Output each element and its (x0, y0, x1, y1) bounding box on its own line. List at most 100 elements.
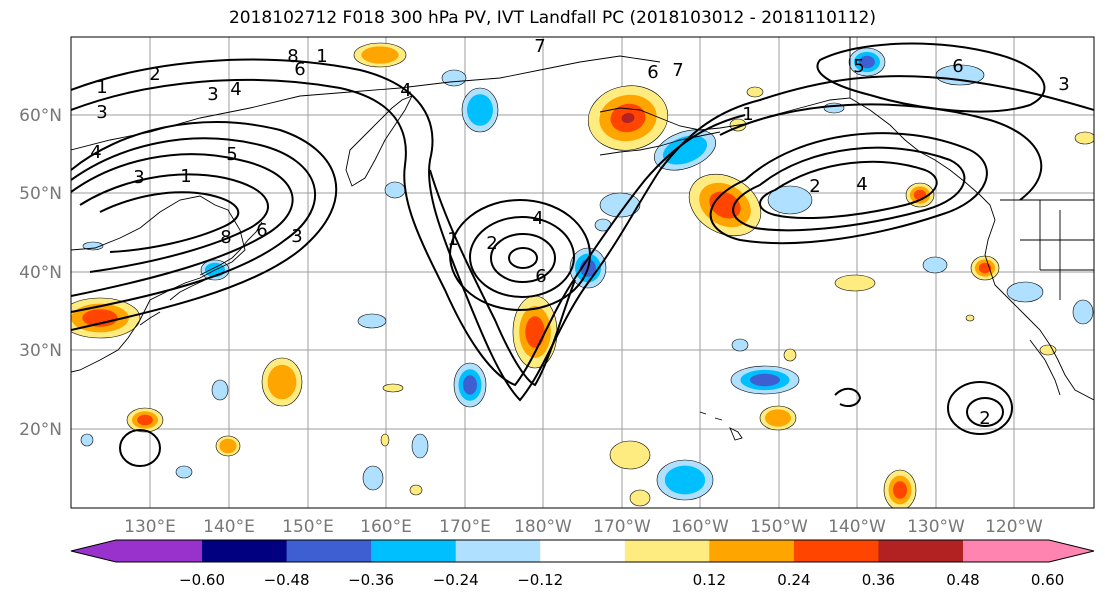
contour-label: 7 (672, 60, 683, 81)
longitude-label: 140°E (203, 517, 255, 537)
negative-anomaly-shade (859, 55, 875, 69)
contour-asia-2 (71, 137, 317, 313)
map-frame (70, 36, 1095, 509)
colorbar-tick-label: 0.36 (862, 571, 895, 589)
contour-label: 5 (853, 56, 864, 77)
contour-label: 5 (226, 144, 237, 165)
kamchatka (345, 95, 413, 187)
contour-asia-1 (71, 121, 338, 331)
us-borders (1000, 199, 1094, 300)
contour-label: 8 (220, 227, 231, 248)
latitude-label: 60°N (19, 106, 62, 126)
contour-cutoff-2 (469, 216, 575, 298)
colorbar-outline (70, 539, 1095, 563)
colorbar-tick-label: −0.36 (348, 571, 394, 589)
colorbar-tick-label: 0.12 (693, 571, 726, 589)
colorbar-segment (286, 540, 372, 562)
negative-anomaly-shade (662, 135, 708, 165)
contour-cutoff-4 (508, 247, 538, 269)
positive-anomaly-shade (380, 433, 390, 447)
pv-contours (71, 42, 1094, 467)
colorbar-extend-high (963, 540, 1094, 562)
contour-label: 4 (230, 79, 241, 100)
positive-anomaly-shade (1074, 131, 1094, 145)
negative-anomaly-shade (362, 465, 384, 491)
colorbar-segment (540, 540, 626, 562)
positive-anomaly-shade (137, 414, 153, 426)
asia-coast (71, 195, 246, 373)
contour-label: 1 (447, 229, 458, 250)
contour-label: 2 (486, 233, 497, 254)
contour-label: 6 (535, 266, 546, 287)
colorbar-segment (455, 540, 541, 562)
colorbar-segment (793, 540, 879, 562)
colorbar (70, 539, 1095, 563)
latitude-label: 20°N (19, 420, 62, 440)
colorbar-tick-label: −0.48 (264, 571, 310, 589)
positive-anomaly-shade (382, 383, 404, 393)
contour-label: 6 (294, 59, 305, 80)
contour-label: 6 (647, 62, 658, 83)
japan (139, 221, 263, 326)
positive-anomaly-shade (834, 274, 876, 292)
contour-label: 1 (742, 104, 753, 125)
positive-anomaly-shade (783, 348, 797, 362)
contour-asia-3 (71, 153, 294, 297)
mexico-baja (1029, 339, 1061, 396)
contour-label: 7 (534, 36, 545, 57)
colorbar-segment (624, 540, 710, 562)
negative-anomaly-shade (467, 94, 493, 126)
colorbar-tick-labels: −0.60 −0.48 −0.36 −0.24 −0.12 0.12 0.24 0.36 0.4… (179, 571, 1064, 589)
contour-north-1 (71, 58, 1094, 402)
contour-label: 1 (96, 77, 107, 98)
contour-asia-5 (99, 191, 240, 253)
negative-anomaly-shade (463, 375, 477, 395)
anomaly-shading (71, 42, 1094, 508)
contour-asia-4 (79, 173, 269, 273)
longitude-label: 140°W (828, 517, 886, 537)
positive-anomaly-shade (219, 438, 237, 454)
latitude-tick-labels: 60°N 50°N 40°N 30°N 20°N (19, 106, 62, 440)
negative-anomaly-shade (922, 256, 948, 274)
contour-label: 6 (256, 220, 267, 241)
longitude-label: 150°E (282, 517, 334, 537)
negative-anomaly-shade (80, 433, 94, 447)
negative-anomaly-shade (357, 313, 387, 329)
contour-label: 3 (291, 226, 302, 247)
negative-anomaly-shade (82, 241, 104, 251)
colorbar-tick-label: 0.24 (777, 571, 810, 589)
positive-anomaly-shade (267, 364, 297, 400)
aleutians (599, 131, 721, 156)
negative-anomaly-shade (1006, 281, 1044, 303)
latitude-label: 30°N (19, 341, 62, 361)
longitude-label: 160°W (671, 517, 729, 537)
contour-label: 2 (149, 64, 160, 85)
positive-anomaly-shade (965, 314, 975, 322)
contour-label: 8 (287, 46, 298, 67)
alaska (599, 37, 851, 131)
contour-label: 4 (400, 80, 411, 101)
contour-label: 2 (979, 408, 990, 429)
positive-anomaly-shade (82, 309, 118, 327)
positive-anomaly-shade (893, 481, 907, 499)
longitude-label: 130°E (124, 517, 176, 537)
latitude-label: 40°N (19, 263, 62, 283)
colorbar-segment (709, 540, 795, 562)
contour-cutoff-1 (449, 199, 591, 311)
negative-anomaly-shade (750, 373, 780, 387)
contour-label: 6 (952, 56, 963, 77)
colorbar-extend-low (71, 540, 202, 562)
longitude-label: 170°W (593, 517, 651, 537)
longitude-label: 160°E (360, 517, 412, 537)
colorbar-tick-label: 0.48 (946, 571, 979, 589)
positive-anomaly-shade (361, 46, 399, 64)
contour-label: 3 (1058, 74, 1069, 95)
negative-anomaly-shade (935, 64, 985, 86)
positive-anomaly-shade (409, 484, 423, 496)
hawaii (699, 411, 743, 441)
longitude-label: 130°W (907, 517, 965, 537)
negative-anomaly-shade (1072, 299, 1094, 325)
contour-cutoff-3 (490, 233, 556, 283)
